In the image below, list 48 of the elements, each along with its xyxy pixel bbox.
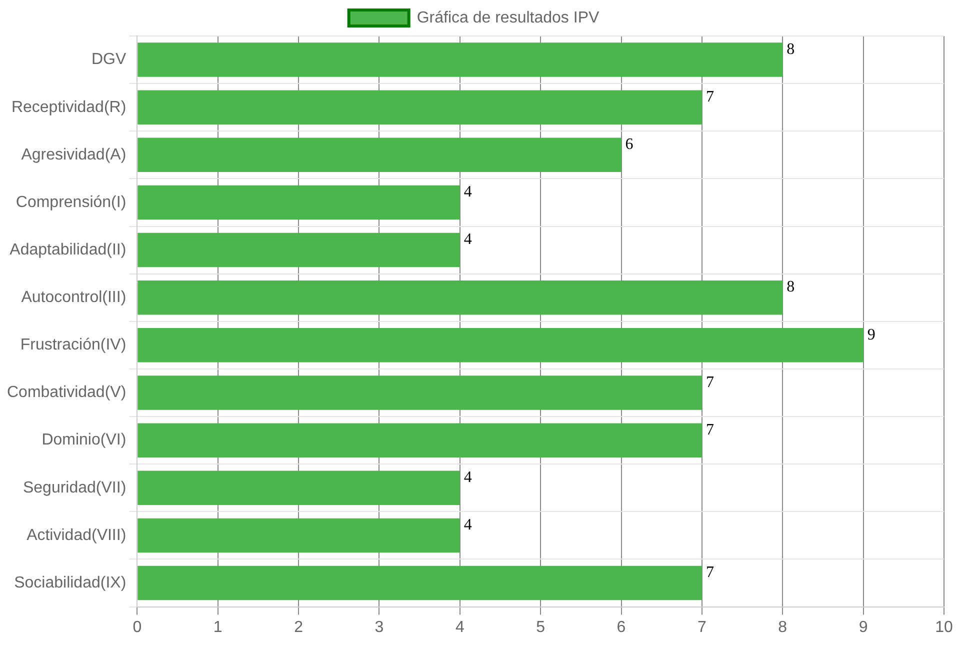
x-tick-label: 2 xyxy=(294,618,304,636)
data-label: 6 xyxy=(625,136,634,153)
y-tick-label: Comprensión(I) xyxy=(16,194,126,211)
data-label: 8 xyxy=(786,278,795,296)
x-tick-label: 6 xyxy=(616,618,626,636)
data-label: 7 xyxy=(706,421,714,438)
x-tick-label: 9 xyxy=(858,618,868,636)
x-tick-label: 0 xyxy=(132,618,142,636)
y-tick-label: Combatividad(V) xyxy=(7,384,126,402)
bar xyxy=(138,90,702,124)
bar xyxy=(138,376,702,410)
bar xyxy=(138,185,460,220)
legend-label: Gráfica de resultados IPV xyxy=(416,9,600,26)
y-tick-label: Frustración(IV) xyxy=(20,336,126,354)
x-tick-label: 5 xyxy=(536,618,546,636)
data-label: 9 xyxy=(867,326,876,344)
y-tick-label: Adaptabilidad(II) xyxy=(10,241,126,258)
data-label: 4 xyxy=(464,468,472,486)
x-tick-label: 7 xyxy=(697,618,706,636)
y-tick-label: Autocontrol(III) xyxy=(21,289,126,306)
y-tick-label: Seguridad(VII) xyxy=(22,479,126,496)
y-tick-label: Sociabilidad(IX) xyxy=(14,574,126,592)
bar xyxy=(138,423,702,458)
x-tick-label: 8 xyxy=(778,618,788,636)
x-tick-label: 4 xyxy=(455,618,464,636)
bar xyxy=(138,328,864,362)
y-tick-label: Dominio(VI) xyxy=(42,432,126,449)
y-tick-label: Agresividad(A) xyxy=(21,146,126,164)
data-label: 4 xyxy=(464,231,472,248)
data-label: 8 xyxy=(786,40,795,58)
y-tick-label: Actividad(VIII) xyxy=(26,526,126,544)
y-tick-label: Receptividad(R) xyxy=(11,98,126,116)
data-label: 4 xyxy=(464,184,472,201)
bar xyxy=(138,470,460,506)
data-label: 4 xyxy=(464,516,472,534)
data-label: 7 xyxy=(706,88,714,106)
data-label: 7 xyxy=(706,564,714,582)
x-tick-label: 3 xyxy=(374,618,384,636)
bar xyxy=(138,280,783,315)
bar xyxy=(138,138,622,172)
bar xyxy=(138,518,460,553)
bar xyxy=(138,232,460,268)
y-tick-label: DGV xyxy=(91,51,126,68)
x-tick-label: 1 xyxy=(213,618,222,636)
x-tick-label: 10 xyxy=(935,618,953,636)
bar xyxy=(138,566,702,600)
bar xyxy=(138,42,783,77)
data-label: 7 xyxy=(706,374,714,391)
